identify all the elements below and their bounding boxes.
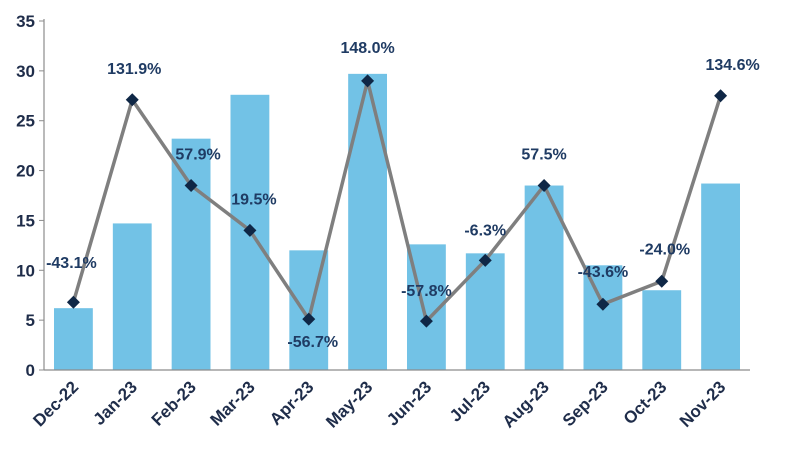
data-label-May-23: 148.0% [340, 40, 394, 57]
bar-Feb-23 [171, 138, 211, 370]
data-label-Jun-23: -57.8% [401, 283, 452, 300]
y-tick-label: 20 [16, 162, 35, 181]
data-label-Jan-23: 131.9% [107, 61, 161, 78]
labels-layer: -43.1% 131.9% 57.9% 19.5% -56.7% 148.0% -57.8%… [46, 40, 760, 351]
y-tick-label: 5 [26, 311, 35, 330]
bar-Dec-22 [54, 308, 93, 370]
line-layer [66, 74, 728, 328]
bars-layer [54, 73, 740, 370]
y-tick-label: 0 [26, 361, 35, 380]
data-label-Mar-23: 19.5% [231, 191, 276, 208]
x-tick-label: Nov-23 [676, 377, 730, 431]
x-tick-label: Jan-23 [90, 377, 142, 429]
line-marker-May-23 [361, 74, 375, 88]
y-tick-label: 15 [16, 211, 35, 230]
line-marker-Jul-23 [478, 253, 492, 267]
data-label-Aug-23: 57.5% [521, 147, 566, 164]
x-tick-label: Aug-23 [499, 377, 553, 431]
y-tick-label: 35 [16, 12, 35, 31]
line-marker-Sep-23 [596, 297, 610, 311]
growth-line [71, 79, 723, 323]
y-tick-label: 30 [16, 62, 35, 81]
line-marker-Jun-23 [419, 314, 433, 328]
data-label-Oct-23: -24.0% [639, 241, 690, 258]
bar-Sep-23 [583, 265, 623, 370]
data-label-Dec-22: -43.1% [46, 255, 97, 272]
bar-Aug-23 [524, 185, 564, 370]
bar-Nov-23 [701, 183, 740, 370]
line-marker-Feb-23 [184, 179, 198, 193]
x-tick-label: Oct-23 [620, 377, 671, 428]
y-tick-label: 25 [16, 112, 35, 131]
bar-Jul-23 [465, 253, 505, 370]
data-label-Nov-23: 134.6% [705, 57, 759, 74]
line-marker-Apr-23 [302, 312, 316, 326]
x-tick-label: Apr-23 [266, 377, 318, 429]
data-label-Apr-23: -56.7% [287, 334, 338, 351]
line-marker-Jan-23 [125, 93, 139, 107]
x-tick-label: Feb-23 [148, 377, 200, 429]
line-marker-Mar-23 [243, 223, 257, 237]
line-marker-Dec-22 [66, 295, 80, 309]
bar-Oct-23 [642, 290, 682, 370]
bar-Jan-23 [112, 223, 152, 370]
bar-May-23 [348, 73, 387, 370]
y-tick-label: 10 [16, 261, 35, 280]
data-label-Sep-23: -43.6% [578, 264, 629, 281]
x-tick-label: May-23 [322, 377, 376, 431]
x-tick-label: Dec-22 [29, 377, 82, 430]
line-marker-Oct-23 [655, 274, 669, 288]
data-label-Jul-23: -6.3% [464, 222, 506, 239]
data-label-Feb-23: 57.9% [175, 147, 220, 164]
x-tick-label: Sep-23 [559, 377, 612, 430]
line-marker-Aug-23 [537, 179, 551, 193]
x-tick-label: Mar-23 [207, 377, 259, 429]
x-tick-label: Jun-23 [383, 377, 435, 429]
x-tick-label: Jul-23 [446, 377, 494, 425]
line-marker-Nov-23 [714, 89, 728, 103]
